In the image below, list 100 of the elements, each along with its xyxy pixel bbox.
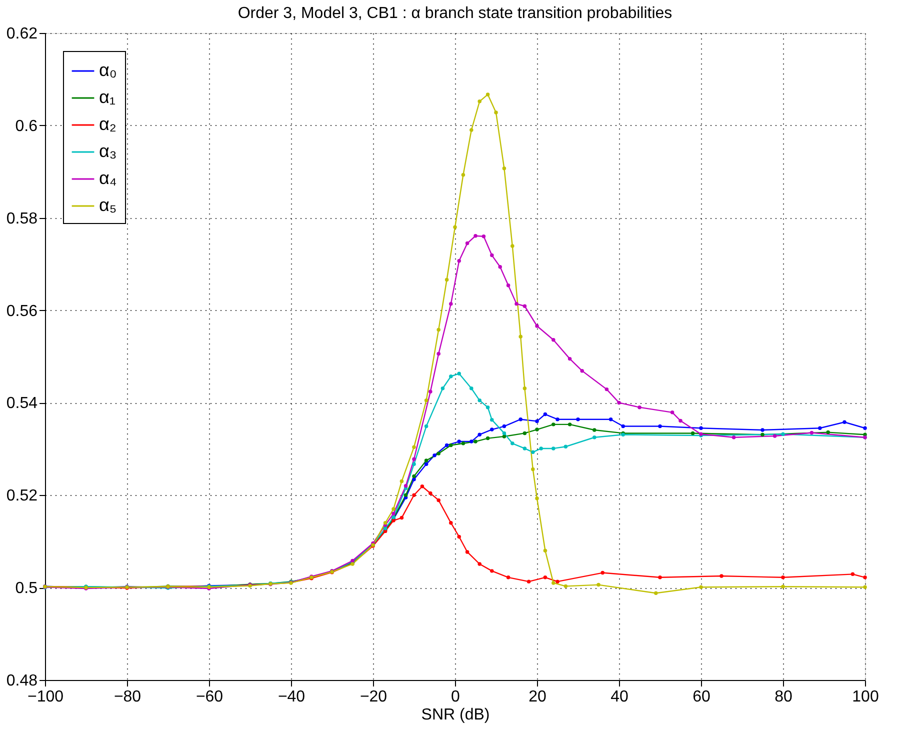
legend-label: α₄: [99, 168, 117, 188]
point: [470, 386, 474, 390]
point: [638, 405, 642, 410]
point: [490, 428, 494, 432]
point: [592, 428, 596, 432]
y-tick-label: 0.52: [6, 488, 38, 505]
point: [404, 484, 408, 488]
y-tick-label: 0.48: [6, 672, 38, 690]
point: [486, 92, 490, 96]
point: [470, 128, 474, 132]
point: [449, 302, 453, 306]
point: [461, 173, 466, 177]
point: [863, 585, 867, 589]
point: [474, 234, 478, 238]
point: [621, 424, 625, 428]
x-tick-label: 40: [610, 688, 628, 706]
y-tick-label: 0.6: [15, 118, 38, 135]
point: [781, 432, 785, 436]
point: [781, 576, 785, 580]
point: [474, 440, 478, 444]
point: [514, 302, 518, 306]
point: [818, 426, 822, 430]
y-tick-label: 0.56: [6, 302, 38, 320]
point: [432, 454, 436, 458]
point: [732, 436, 736, 440]
point: [424, 424, 428, 428]
y-tick-label: 0.58: [6, 210, 38, 228]
point: [444, 278, 449, 282]
point: [568, 356, 572, 361]
point: [556, 580, 560, 584]
point: [428, 390, 432, 394]
point: [670, 410, 674, 414]
x-tick-label: −80: [114, 688, 142, 706]
point: [506, 576, 510, 580]
point: [486, 436, 490, 440]
point: [658, 576, 662, 580]
point: [552, 581, 556, 585]
point: [781, 584, 785, 589]
point: [424, 458, 428, 462]
point: [465, 550, 470, 554]
point: [535, 419, 539, 424]
point: [436, 498, 440, 502]
point: [453, 225, 457, 229]
point: [535, 324, 539, 328]
x-tick-label: −100: [27, 688, 64, 706]
point: [863, 426, 867, 430]
point: [863, 576, 867, 580]
point: [400, 516, 404, 520]
x-tick-label: −40: [278, 688, 306, 706]
point: [531, 450, 535, 454]
point: [412, 474, 416, 478]
point: [412, 462, 416, 466]
point: [478, 100, 482, 104]
point: [654, 591, 658, 595]
point: [478, 562, 482, 566]
point: [502, 431, 506, 436]
point: [543, 576, 548, 580]
point: [522, 304, 527, 308]
point: [760, 428, 764, 432]
legend-label: α₀: [99, 60, 117, 80]
point: [658, 424, 662, 428]
point: [457, 258, 461, 263]
point: [412, 493, 416, 498]
point: [772, 434, 777, 438]
legend-label: α₂: [99, 114, 116, 134]
point: [604, 387, 609, 392]
point: [699, 585, 703, 589]
point: [478, 432, 482, 436]
point: [617, 400, 621, 405]
x-tick-label: 60: [692, 688, 710, 706]
point: [543, 412, 548, 416]
point: [482, 234, 486, 238]
point: [535, 428, 539, 432]
point: [535, 496, 539, 500]
point: [490, 569, 494, 573]
point: [490, 253, 494, 258]
point: [556, 417, 560, 422]
point: [412, 457, 416, 461]
point: [424, 462, 428, 466]
point: [810, 430, 814, 435]
point: [494, 110, 498, 114]
point: [412, 478, 416, 482]
point: [436, 352, 440, 356]
point: [412, 445, 416, 449]
x-tick-label: 0: [451, 688, 460, 706]
point: [522, 446, 527, 450]
point: [580, 368, 584, 373]
point: [424, 398, 428, 402]
point: [552, 338, 556, 342]
point: [552, 422, 556, 426]
point: [826, 430, 830, 434]
point: [526, 580, 531, 584]
point: [444, 443, 449, 448]
point: [449, 521, 453, 525]
point: [478, 398, 482, 402]
point: [850, 572, 855, 576]
legend-label: α₃: [99, 141, 117, 161]
point: [564, 584, 568, 588]
point: [436, 452, 440, 456]
point: [720, 574, 724, 578]
